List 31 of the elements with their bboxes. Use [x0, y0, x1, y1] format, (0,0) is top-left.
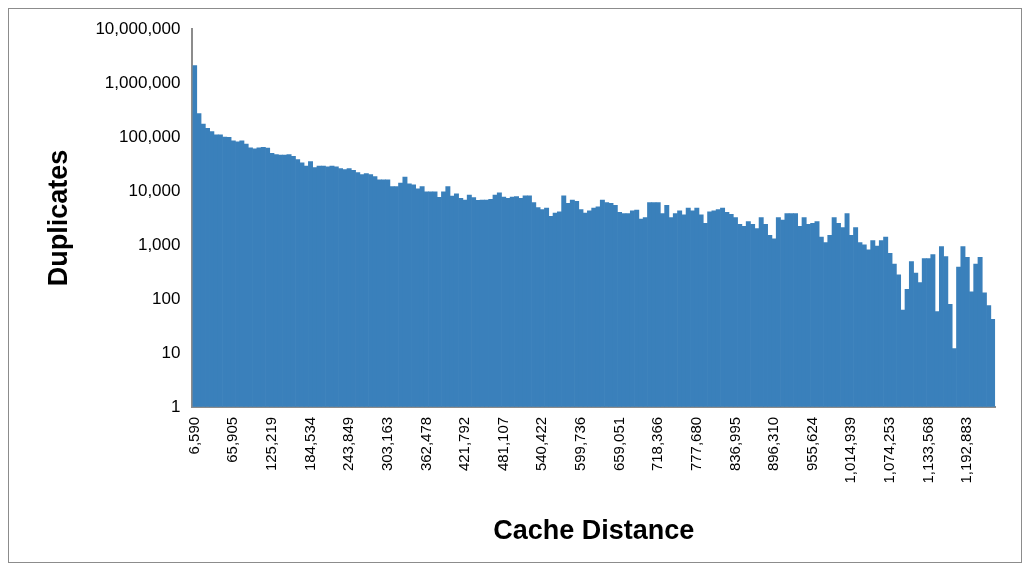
x-tick-label: 1,133,568 [918, 416, 936, 484]
x-tick-label: 599,736 [571, 416, 589, 472]
x-tick-label: 362,478 [416, 416, 434, 472]
x-tick-label: 6,590 [184, 416, 202, 455]
y-tick-label: 10,000,000 [95, 18, 181, 38]
x-tick-label: 955,624 [802, 416, 820, 472]
x-tick-label: 718,366 [648, 416, 666, 472]
x-tick-label: 481,107 [493, 416, 511, 472]
x-tick-label: 836,995 [725, 416, 743, 472]
x-tick-label: 1,074,253 [880, 416, 898, 484]
y-tick-label: 100 [152, 288, 181, 308]
x-tick-label: 125,219 [262, 416, 280, 472]
y-tick-label: 100,000 [119, 126, 181, 146]
x-tick-label: 1,014,939 [841, 416, 859, 484]
y-tick-label: 10,000 [128, 180, 181, 200]
x-tick-label: 777,680 [686, 416, 704, 472]
x-tick-label: 659,051 [609, 416, 627, 472]
x-axis-title: Cache Distance [493, 515, 695, 546]
x-tick-label: 303,163 [377, 416, 395, 472]
y-tick-label: 1,000,000 [104, 72, 181, 92]
x-tick-label: 896,310 [764, 416, 782, 472]
x-tick-label: 184,534 [300, 416, 318, 472]
x-tick-label: 1,192,883 [957, 416, 975, 484]
y-axis-title: Duplicates [42, 149, 73, 287]
x-tick-label: 421,792 [455, 416, 473, 472]
y-tick-label: 1 [171, 396, 181, 416]
y-tick-label: 1,000 [137, 234, 181, 254]
x-tick-label: 540,422 [532, 416, 550, 472]
x-tick-label: 65,905 [223, 416, 241, 463]
x-tick-label: 243,849 [339, 416, 357, 472]
y-tick-label: 10 [161, 342, 181, 362]
